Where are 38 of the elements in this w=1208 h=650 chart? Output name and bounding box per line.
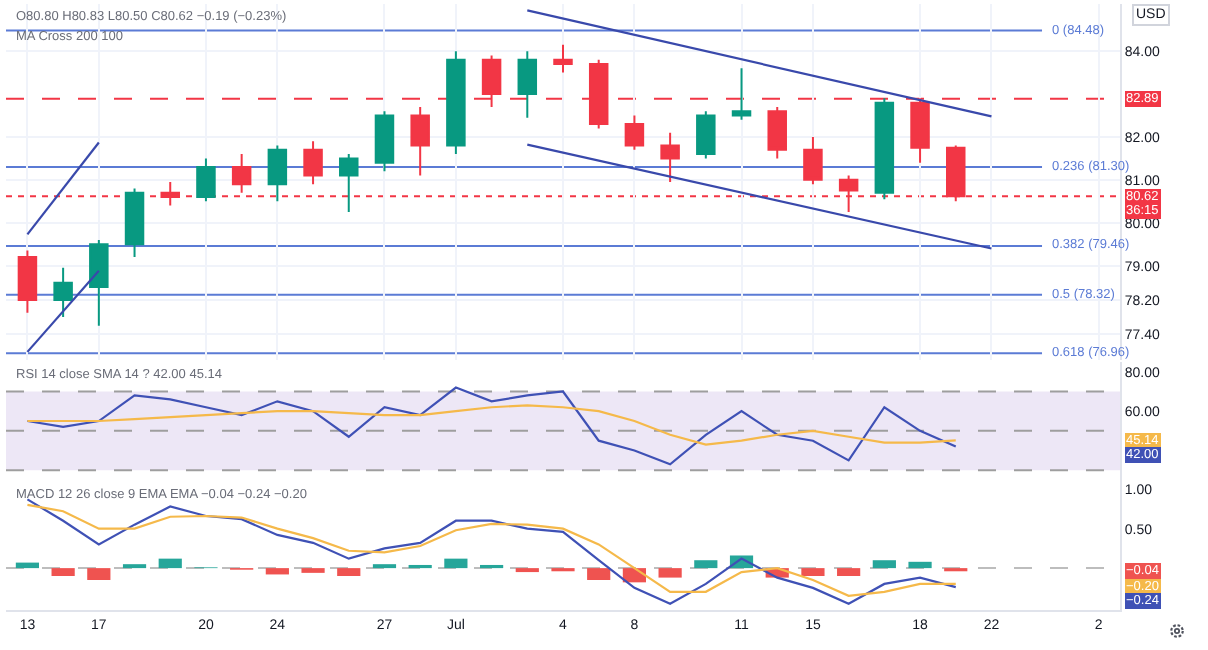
candlestick bbox=[17, 249, 38, 314]
candlestick bbox=[160, 181, 180, 207]
bar bbox=[801, 568, 825, 577]
candlestick bbox=[124, 187, 145, 259]
candlestick bbox=[624, 114, 645, 151]
bar bbox=[872, 560, 896, 569]
candlestick bbox=[517, 50, 538, 119]
bar bbox=[337, 568, 361, 577]
candlestick bbox=[89, 238, 109, 327]
candlestick bbox=[660, 131, 680, 183]
bar bbox=[15, 562, 40, 569]
candlestick bbox=[731, 67, 752, 121]
bar bbox=[658, 568, 682, 578]
bar bbox=[444, 558, 468, 569]
candlestick bbox=[410, 105, 430, 177]
candlestick bbox=[267, 144, 288, 203]
candlestick bbox=[446, 50, 466, 156]
bar bbox=[837, 568, 861, 577]
bar bbox=[158, 558, 182, 569]
candlestick bbox=[303, 140, 323, 186]
line-series bbox=[26, 386, 957, 466]
candlestick bbox=[339, 153, 359, 214]
candlestick bbox=[53, 266, 73, 319]
bar bbox=[587, 568, 611, 580]
line-series bbox=[26, 404, 957, 446]
candlestick bbox=[196, 157, 216, 203]
bar bbox=[51, 568, 75, 577]
candlestick bbox=[803, 135, 823, 186]
bar bbox=[694, 560, 718, 569]
bar bbox=[908, 561, 932, 569]
candlestick bbox=[696, 110, 716, 160]
candlestick bbox=[767, 105, 787, 160]
candlestick bbox=[231, 153, 252, 194]
bar bbox=[87, 568, 111, 580]
candlestick bbox=[553, 43, 573, 74]
candlestick bbox=[374, 110, 395, 173]
bar bbox=[265, 568, 289, 575]
candlestick bbox=[874, 97, 895, 201]
